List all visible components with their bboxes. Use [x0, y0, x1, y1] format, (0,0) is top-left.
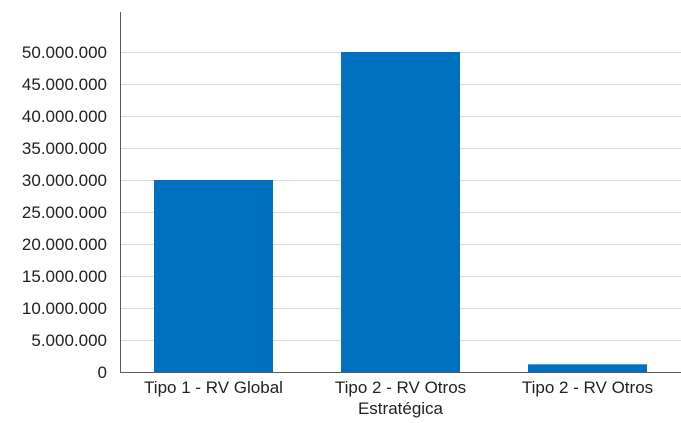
y-tick-label: 45.000.000 [22, 75, 107, 94]
x-category-label: Tipo 2 - RV Otros Estratégica [335, 378, 466, 418]
y-tick-label: 40.000.000 [22, 107, 107, 126]
bar [341, 52, 460, 372]
y-tick-label: 0 [98, 363, 107, 382]
bars [154, 52, 647, 372]
x-category-label: Tipo 1 - RV Global [144, 378, 283, 397]
x-category-label-line: Tipo 1 - RV Global [144, 378, 283, 397]
y-tick-label: 5.000.000 [31, 331, 107, 350]
y-tick-label: 30.000.000 [22, 171, 107, 190]
axes [120, 12, 681, 373]
x-category-labels: Tipo 1 - RV Global Tipo 2 - RV Otros Estra… [144, 378, 653, 418]
y-tick-label: 50.000.000 [22, 43, 107, 62]
x-category-label: Tipo 2 - RV Otros [522, 378, 653, 397]
y-tick-label: 15.000.000 [22, 267, 107, 286]
y-tick-label: 25.000.000 [22, 203, 107, 222]
y-tick-label: 10.000.000 [22, 299, 107, 318]
x-category-label-line: Tipo 2 - RV Otros [522, 378, 653, 397]
bar [154, 180, 273, 372]
x-category-label-line: Estratégica [358, 399, 444, 418]
bar [528, 364, 647, 372]
y-tick-label: 20.000.000 [22, 235, 107, 254]
y-tick-label: 35.000.000 [22, 139, 107, 158]
y-tick-labels: 0 5.000.000 10.000.000 15.000.000 20.000.000… [22, 43, 107, 382]
x-category-label-line: Tipo 2 - RV Otros [335, 378, 466, 397]
